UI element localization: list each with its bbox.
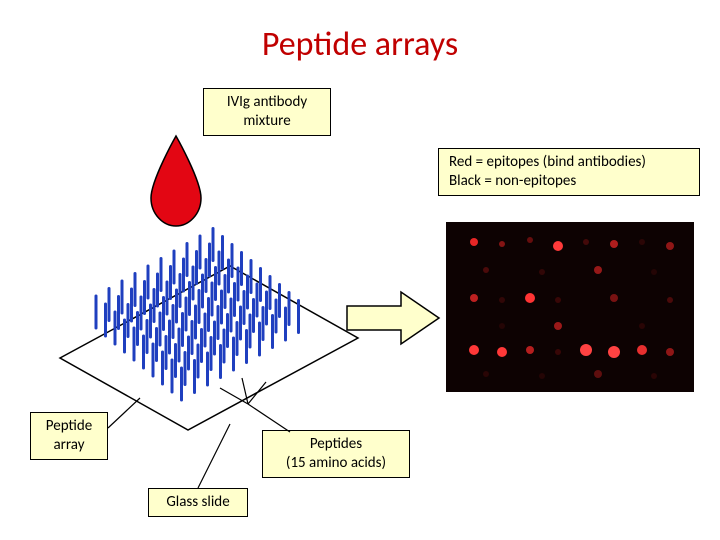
pointer-lines: [0, 0, 720, 540]
